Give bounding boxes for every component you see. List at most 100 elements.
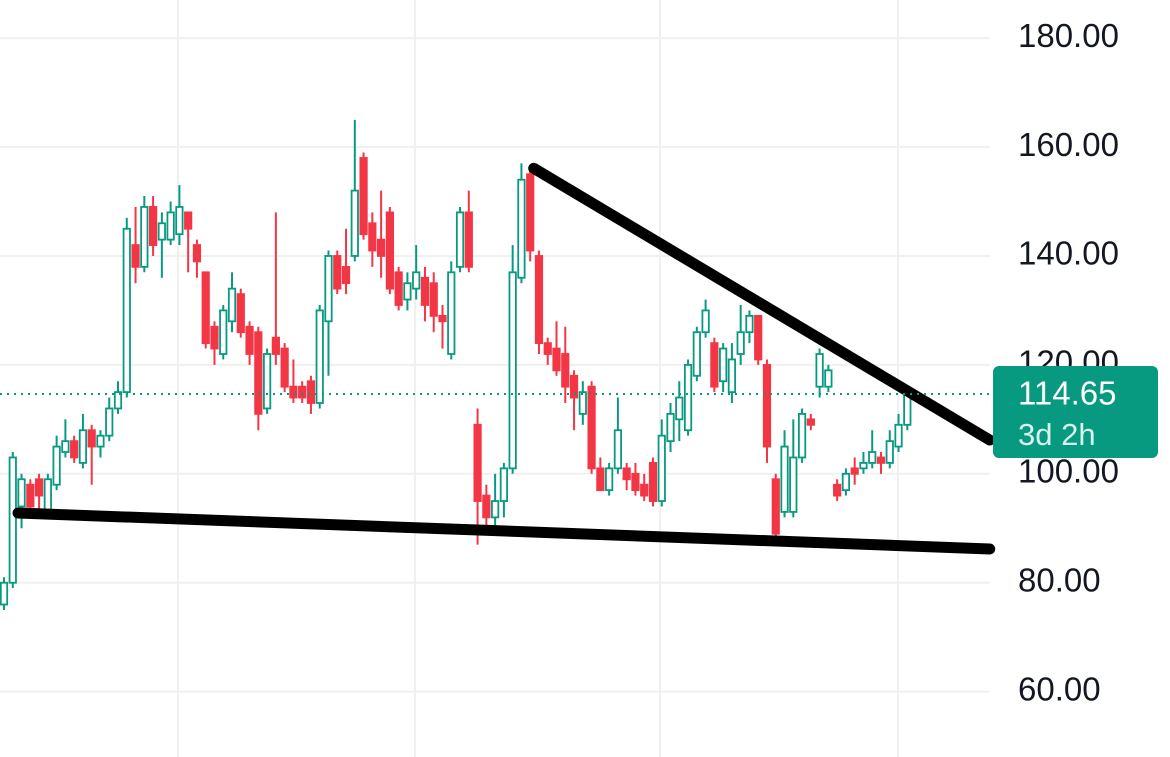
candle-body xyxy=(727,358,737,394)
candle-body xyxy=(631,472,640,492)
candle-body xyxy=(868,451,877,464)
candle-body xyxy=(333,255,342,290)
y-tick-label: 100.00 xyxy=(1018,453,1119,490)
candle-body xyxy=(894,423,903,448)
candle-body xyxy=(762,363,772,448)
candle-body xyxy=(306,380,316,404)
candle-body xyxy=(605,467,614,492)
candle-body xyxy=(780,445,789,513)
candle-body xyxy=(596,467,605,492)
candle-body xyxy=(403,282,412,301)
candle-body xyxy=(859,462,868,470)
candle-body xyxy=(447,271,456,355)
candle-body xyxy=(754,314,763,361)
candle-body xyxy=(675,396,684,421)
candle-body xyxy=(192,244,202,263)
candle-body xyxy=(719,347,728,383)
candle-body xyxy=(271,336,280,355)
candle-body xyxy=(210,325,219,350)
candle-body xyxy=(508,271,517,470)
candle-body xyxy=(26,483,35,508)
candle-body xyxy=(350,189,359,257)
candle-body xyxy=(157,222,166,241)
candle-body xyxy=(236,293,245,334)
candle-body xyxy=(368,222,377,252)
candle-body xyxy=(385,211,394,290)
candle-body xyxy=(359,157,368,236)
candle-body xyxy=(175,206,184,236)
candle-body xyxy=(43,478,52,513)
candle-body xyxy=(17,478,26,508)
candle-body xyxy=(412,271,421,290)
candle-body xyxy=(280,347,289,388)
candle-body xyxy=(52,445,61,486)
candle-body xyxy=(797,412,807,459)
candle-body xyxy=(131,244,140,268)
candle-body xyxy=(324,255,333,323)
candle-body xyxy=(578,391,587,415)
candle-body xyxy=(569,374,579,399)
candle-body xyxy=(61,440,70,453)
candle-body xyxy=(455,211,465,268)
candle-body xyxy=(771,478,780,535)
candle-body xyxy=(710,342,719,388)
candle-body xyxy=(526,173,535,252)
candle-body xyxy=(701,309,710,334)
candle-body xyxy=(8,456,17,584)
candle-body xyxy=(683,363,693,432)
y-tick-label: 180.00 xyxy=(1018,17,1119,54)
candle-body xyxy=(438,314,447,323)
candle-body xyxy=(34,478,44,497)
candle-body xyxy=(552,347,561,372)
y-tick-label: 160.00 xyxy=(1018,126,1119,163)
candle-body xyxy=(0,581,9,606)
candle-body xyxy=(622,467,631,481)
candle-body xyxy=(184,211,193,230)
candle-body xyxy=(140,206,149,268)
candle-body xyxy=(561,353,570,388)
candle-body xyxy=(517,178,526,279)
candle-body xyxy=(534,255,544,345)
candle-body xyxy=(254,331,263,415)
candle-body xyxy=(482,494,491,519)
candle-body xyxy=(219,309,228,355)
vertical-grid xyxy=(177,0,899,757)
candle-body xyxy=(201,271,210,345)
candle-body xyxy=(833,483,842,497)
candle-body xyxy=(850,467,859,475)
candle-body xyxy=(341,265,351,285)
candle-body xyxy=(298,385,307,399)
candle-body xyxy=(789,456,798,513)
candle-body xyxy=(815,353,824,388)
candle-body xyxy=(876,456,886,464)
candle-body xyxy=(499,467,508,502)
candle-body xyxy=(70,440,79,459)
y-tick-label: 60.00 xyxy=(1018,670,1101,707)
candle-body xyxy=(394,271,403,306)
candle-body xyxy=(666,412,675,443)
candle-body xyxy=(105,407,114,437)
candle-body xyxy=(464,211,473,268)
candle-body xyxy=(543,342,552,355)
countdown-label: 3d 2h xyxy=(1018,417,1096,452)
candle-body xyxy=(587,385,596,470)
y-tick-label: 80.00 xyxy=(1018,561,1101,598)
candle-body xyxy=(841,472,851,492)
candle-body xyxy=(657,434,666,502)
candle-body xyxy=(420,276,430,306)
candle-body xyxy=(87,429,96,448)
candle-body xyxy=(806,418,815,426)
candle-body xyxy=(113,391,123,410)
candle-body xyxy=(885,440,894,464)
y-tick-label: 140.00 xyxy=(1018,235,1119,272)
candle-body xyxy=(648,462,658,502)
price-label-box xyxy=(993,366,1158,459)
candle-body xyxy=(736,331,745,355)
candle-body xyxy=(122,227,131,394)
candle-body xyxy=(315,309,324,404)
trendline xyxy=(528,162,996,446)
candle-body xyxy=(824,369,833,388)
candle-body xyxy=(245,325,254,355)
candle-body xyxy=(640,483,649,497)
